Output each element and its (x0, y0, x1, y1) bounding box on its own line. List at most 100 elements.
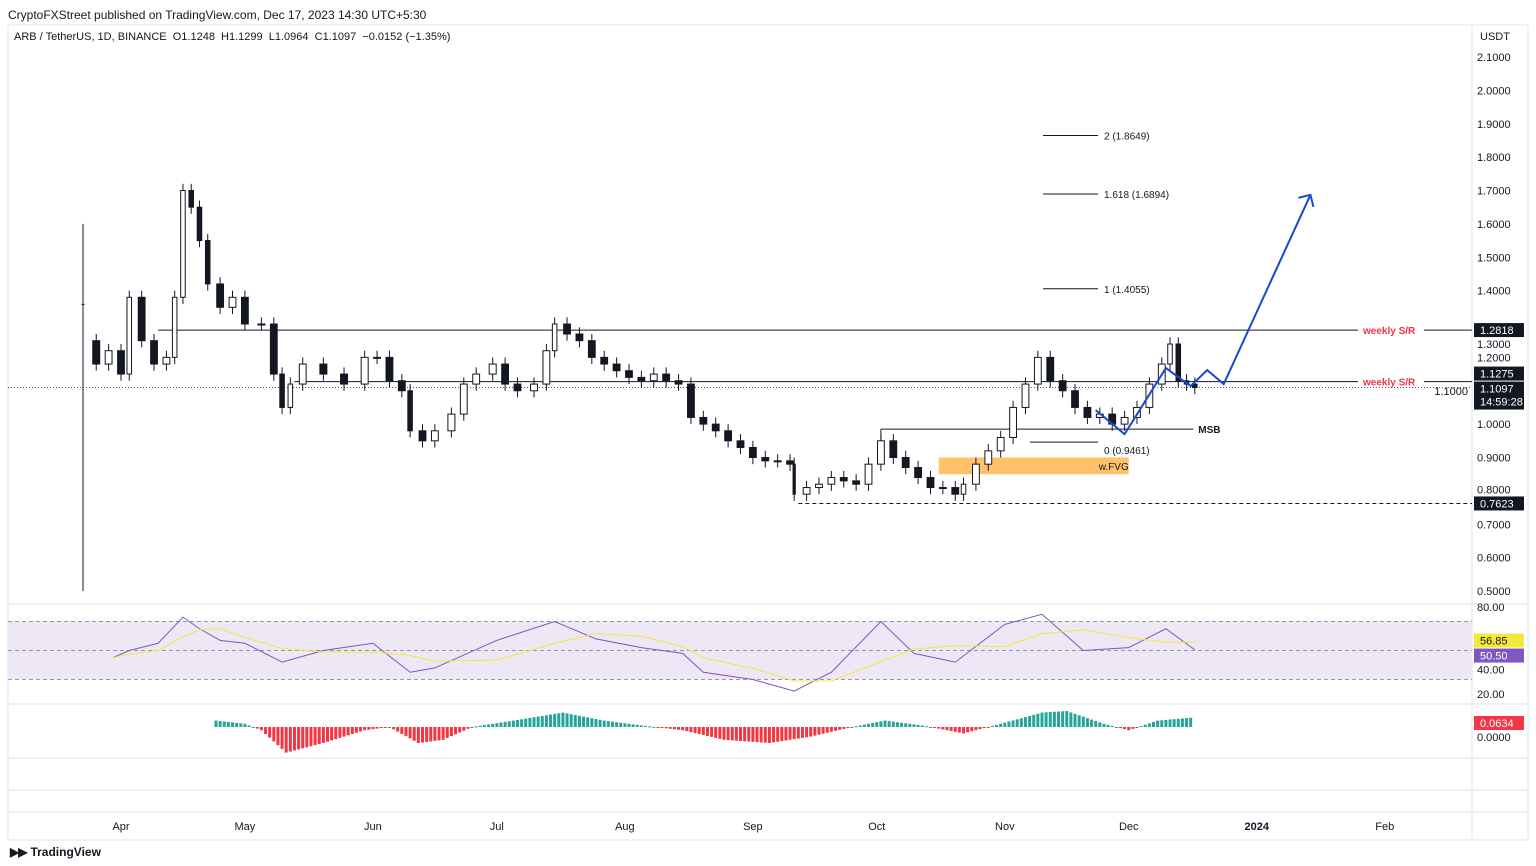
macd-histogram-bar (928, 727, 932, 728)
candle-body (542, 350, 551, 385)
macd-histogram-bar (466, 727, 470, 729)
price-tick: 2.1000 (1477, 52, 1511, 64)
candle-body (513, 383, 522, 392)
macd-histogram-bar (235, 722, 239, 727)
weekly-sr-label: weekly S/R (1362, 378, 1416, 389)
candle-body (587, 340, 596, 358)
macd-histogram-bar (540, 715, 544, 727)
macd-histogram-bar (1090, 719, 1094, 727)
currency-label: USDT (1480, 31, 1510, 43)
macd-histogram-bar (445, 727, 449, 738)
macd-histogram-bar (656, 727, 660, 728)
macd-histogram-bar (883, 720, 887, 727)
candle-body (279, 373, 285, 408)
time-tick: Sep (743, 821, 763, 833)
price-tick: 1.2000 (1477, 352, 1511, 364)
candle-body (397, 380, 406, 392)
price-tick: 1.9000 (1477, 119, 1511, 131)
last-price-tag-bg (1474, 381, 1524, 410)
candle-body (852, 480, 861, 485)
price-tick: 1.7000 (1477, 186, 1511, 198)
candle-body (137, 296, 146, 342)
candle-body (960, 483, 967, 495)
rsi-tick: 20.00 (1477, 689, 1505, 701)
macd-histogram-bar (937, 727, 941, 729)
macd-histogram-bar (784, 727, 788, 741)
macd-histogram-bar (941, 727, 945, 730)
macd-histogram-bar (264, 727, 268, 734)
macd-histogram-bar (1123, 727, 1127, 730)
brand-label: TradingView (30, 845, 101, 859)
candle-body (340, 373, 349, 385)
macd-histogram-bar (1061, 711, 1065, 727)
macd-histogram-bar (966, 727, 970, 733)
candle-body (373, 356, 381, 359)
weekly-sr-price-tag-bg (1474, 323, 1524, 338)
macd-histogram-bar (739, 727, 742, 741)
macd-histogram-bar (487, 724, 491, 727)
macd-histogram-bar (586, 717, 590, 727)
candle-body (761, 457, 770, 462)
macd-histogram-bar (247, 725, 251, 727)
macd-tag: 0.0634 (1480, 718, 1514, 730)
candle-body (530, 383, 538, 392)
macd-histogram-bar (520, 719, 524, 727)
candle-body (407, 390, 413, 432)
price-tick: 1.1000 (1434, 386, 1468, 398)
macd-histogram-bar (1023, 717, 1027, 727)
macd-histogram-bar (259, 727, 263, 731)
macd-histogram-bar (1180, 718, 1184, 727)
candle-body (104, 350, 113, 365)
macd-histogram-bar (858, 725, 862, 727)
macd-histogram-bar (1069, 712, 1073, 727)
macd-histogram-bar (730, 727, 734, 741)
macd-histogram-bar (949, 727, 953, 731)
macd-histogram-bar (850, 727, 854, 728)
candle-body (649, 373, 658, 382)
macd-histogram-bar (268, 727, 272, 738)
macd-histogram-bar (288, 727, 292, 752)
macd-histogram-bar (668, 727, 672, 729)
time-tick: Apr (112, 821, 129, 833)
macd-histogram-bar (1143, 724, 1147, 727)
price-tick: 0.9000 (1477, 453, 1511, 465)
candle-body (972, 463, 980, 485)
macd-histogram-bar (1003, 722, 1007, 727)
macd-histogram-bar (705, 727, 709, 736)
price-tick: 1.5000 (1477, 252, 1511, 264)
macd-histogram-bar (809, 727, 813, 737)
macd-histogram-bar (396, 727, 400, 732)
macd-histogram-bar (1114, 727, 1118, 728)
macd-histogram-bar (1040, 712, 1044, 727)
macd-histogram-bar (292, 727, 296, 751)
macd-histogram-bar (1156, 720, 1160, 727)
candle-body (951, 487, 960, 495)
price-tick: 0.7000 (1477, 519, 1511, 531)
candle-body (724, 430, 733, 442)
chart-frame (7, 24, 1529, 841)
candle-body (385, 356, 394, 382)
candle-body (196, 206, 203, 242)
candle-body (1021, 383, 1030, 408)
macd-histogram-bar (652, 726, 656, 728)
candle-body (488, 363, 497, 375)
macd-histogram-bar (664, 727, 668, 729)
macd-histogram-bar (400, 727, 404, 734)
macd-histogram-bar (1044, 712, 1048, 727)
macd-histogram-bar (342, 727, 346, 737)
macd-histogram-bar (425, 727, 429, 742)
candle-body (269, 323, 278, 375)
macd-tick: 0.0000 (1477, 732, 1511, 744)
macd-histogram-bar (416, 727, 420, 743)
macd-histogram-bar (1052, 711, 1056, 727)
price-tick: 1.6000 (1477, 219, 1511, 231)
candle-body (926, 477, 935, 489)
macd-histogram-bar (392, 727, 396, 730)
macd-histogram-bar (437, 727, 441, 741)
time-tick: 2024 (1245, 821, 1270, 833)
candle-body (150, 340, 158, 365)
macd-histogram-bar (1081, 716, 1085, 727)
macd-histogram-bar (974, 727, 978, 731)
macd-histogram-bar (1015, 719, 1019, 727)
